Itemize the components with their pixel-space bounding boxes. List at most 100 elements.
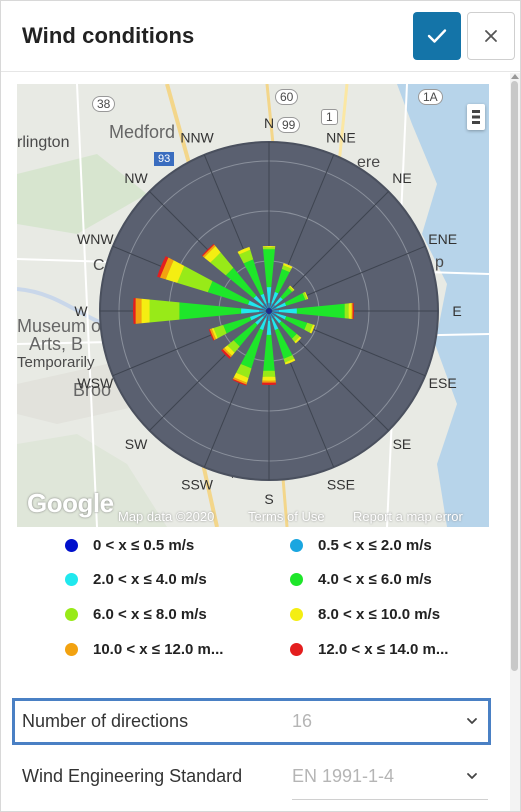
rose-segment — [284, 358, 296, 365]
rose-segment — [263, 334, 275, 371]
rose-segment — [268, 303, 270, 309]
legend-label: 0.5 < x ≤ 2.0 m/s — [318, 537, 432, 554]
rose-segment — [269, 311, 272, 314]
rose-segment — [213, 325, 227, 339]
scroll-up-icon[interactable] — [509, 71, 521, 83]
rose-segment — [267, 308, 269, 311]
wind-engineering-standard-select[interactable]: Wind Engineering Standard EN 1991-1-4 — [1, 753, 510, 801]
rose-segment — [262, 245, 276, 248]
rose-segment — [302, 292, 308, 300]
layers-menu-button[interactable] — [467, 104, 485, 130]
number-of-directions-value: 16 — [292, 711, 313, 731]
direction-label: WSW — [77, 375, 114, 391]
map-place-ere: ere — [357, 154, 381, 171]
rose-segment — [210, 252, 234, 276]
rose-segment — [281, 265, 292, 273]
layers-icon — [472, 110, 480, 124]
rose-segment — [276, 313, 287, 320]
rose-segment — [270, 304, 276, 310]
standard-field-underline — [292, 799, 488, 800]
legend-label: 2.0 < x ≤ 4.0 m/s — [93, 571, 207, 588]
rose-segment — [271, 307, 277, 311]
direction-label: ENE — [428, 231, 457, 247]
panel-title: Wind conditions — [22, 23, 195, 48]
rose-segment — [266, 311, 269, 313]
rose-segment — [260, 293, 267, 304]
map-view[interactable]: Medford rlington Museum o Arts, B Tempor… — [17, 84, 489, 527]
close-button[interactable] — [467, 12, 515, 60]
map-place-museum-2: Arts, B — [29, 334, 84, 354]
legend-label: 8.0 < x ≤ 10.0 m/s — [318, 606, 441, 623]
legend-item: 4.0 < x ≤ 6.0 m/s — [290, 571, 432, 588]
rose-segment — [271, 291, 279, 304]
rose-segment — [271, 311, 277, 315]
legend-dot — [65, 539, 78, 552]
terms-of-use-link[interactable]: Terms of Use — [248, 509, 325, 524]
rose-segment — [279, 321, 297, 339]
rose-segment — [261, 311, 267, 315]
rose-segment — [255, 316, 264, 325]
direction-label: S — [264, 491, 273, 507]
rose-segment — [259, 318, 267, 331]
rose-segment — [266, 320, 272, 335]
rose-segment — [304, 291, 309, 300]
number-of-directions-label: Number of directions — [22, 711, 189, 731]
legend-item: 0 < x ≤ 0.5 m/s — [65, 537, 194, 554]
rose-segment — [265, 303, 269, 309]
rose-segment — [271, 318, 279, 331]
direction-label: NNE — [326, 129, 356, 145]
rose-segment — [225, 267, 257, 299]
rose-segment — [266, 308, 269, 311]
legend-dot — [290, 643, 303, 656]
rose-segment — [274, 316, 282, 324]
rose-segment — [141, 298, 150, 324]
rose-segment — [289, 285, 295, 291]
rose-segment — [262, 312, 268, 318]
rose-segment — [274, 328, 293, 359]
rose-segment — [280, 287, 293, 300]
confirm-button[interactable] — [413, 12, 461, 60]
rose-segment — [266, 311, 269, 314]
report-map-error-link[interactable]: Report a map error — [353, 509, 463, 524]
rose-segment — [201, 243, 215, 257]
rose-segment — [296, 303, 346, 319]
legend-dot — [290, 608, 303, 621]
rose-segment — [268, 308, 270, 311]
rose-segment — [241, 308, 260, 314]
map-place-c: C — [93, 257, 105, 274]
legend-item: 2.0 < x ≤ 4.0 m/s — [65, 571, 207, 588]
google-logo-text: Google — [27, 488, 114, 518]
rose-segment — [291, 333, 300, 342]
map-place-brook: Broo — [73, 380, 112, 400]
chevron-down-icon — [467, 773, 477, 779]
route-shield-60: 60 — [275, 89, 299, 105]
rose-segment — [268, 313, 270, 321]
route-shield-93: 93 — [154, 152, 175, 166]
map-place-p: p — [435, 254, 444, 271]
map-place-medford: Medford — [109, 122, 176, 142]
rose-segment — [284, 293, 306, 306]
rose-segment — [262, 304, 268, 310]
rose-segment — [224, 345, 235, 356]
chevron-down-icon — [467, 718, 477, 724]
direction-label: ESE — [429, 375, 457, 391]
rose-segment — [278, 308, 297, 314]
rose-segment — [294, 336, 302, 344]
legend-item: 12.0 < x ≤ 14.0 m... — [290, 641, 448, 658]
rose-segment — [348, 303, 353, 319]
panel-header: Wind conditions — [1, 1, 520, 72]
rose-segment — [232, 378, 247, 386]
rose-segment — [247, 300, 262, 309]
direction-label: WNW — [77, 231, 114, 247]
map-place-arlington: rlington — [17, 134, 70, 151]
rose-segment — [266, 309, 269, 311]
rose-segment — [211, 327, 218, 340]
rose-segment — [209, 328, 217, 341]
rose-segment — [262, 370, 276, 377]
legend-label: 6.0 < x ≤ 8.0 m/s — [93, 606, 207, 623]
map-place-museum-1: Museum o — [17, 316, 102, 336]
rose-segment — [269, 308, 271, 311]
scrollbar-thumb[interactable] — [511, 81, 518, 671]
map-data-attribution: Map data ©2020 — [118, 509, 215, 524]
number-of-directions-select[interactable]: Number of directions 16 — [1, 698, 510, 746]
